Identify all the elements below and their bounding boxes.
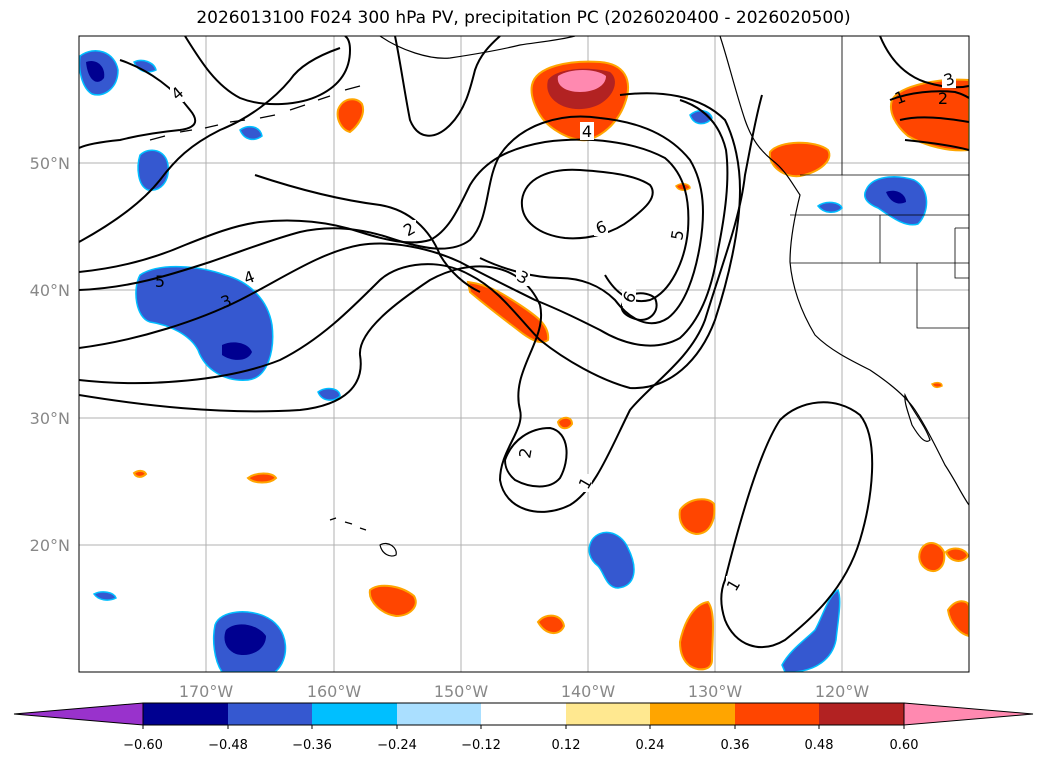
lon-label-150w: 150°W bbox=[434, 682, 489, 701]
colorbar-tick-label: 0.24 bbox=[636, 738, 665, 753]
pv-contour-2-inner bbox=[503, 426, 568, 488]
precip-positive-area bbox=[536, 614, 566, 634]
precip-positive-area bbox=[368, 584, 417, 618]
precip-positive-area bbox=[556, 416, 574, 430]
pv-contour-ne-1 bbox=[879, 36, 969, 89]
pv-contour-1-south bbox=[720, 401, 874, 649]
lat-label-30n: 30°N bbox=[30, 409, 70, 428]
precip-positive-max bbox=[557, 70, 606, 92]
precip-negative-area bbox=[239, 125, 263, 141]
colorbar-tick-label: 0.36 bbox=[721, 738, 750, 753]
colorbar: −0.60 −0.48 −0.36 −0.24 −0.12 0.12 0.24 … bbox=[13, 702, 1034, 753]
colorbar-extend-high bbox=[903, 702, 1034, 726]
colorbar-bin bbox=[143, 703, 228, 725]
precip-negative-area bbox=[816, 201, 843, 213]
colorbar-bin bbox=[735, 703, 819, 725]
map-border bbox=[78, 35, 970, 673]
colorbar-tick-label: −0.60 bbox=[123, 738, 163, 753]
precip-positive-area bbox=[132, 469, 148, 478]
colorbar-tick-label: −0.12 bbox=[461, 738, 501, 753]
longitude-labels: 170°W 160°W 150°W 140°W 130°W 120°W bbox=[179, 682, 870, 701]
colorbar-extend-low bbox=[13, 702, 144, 726]
colorbar-bin bbox=[228, 703, 312, 725]
pv-contour-ne-2 bbox=[889, 90, 969, 101]
pv-contours bbox=[79, 36, 969, 649]
lat-label-50n: 50°N bbox=[30, 154, 70, 173]
precip-positive-area bbox=[946, 600, 969, 638]
lon-label-160w: 160°W bbox=[307, 682, 362, 701]
precip-positive-area bbox=[246, 472, 278, 484]
precip-positive-area bbox=[890, 78, 969, 152]
hawaii-islands bbox=[329, 517, 397, 557]
precip-negative-core bbox=[886, 190, 906, 204]
baja-california bbox=[904, 392, 931, 442]
precip-negative-area bbox=[137, 149, 169, 191]
pv-contour-5 bbox=[79, 138, 690, 303]
precip-negative-area bbox=[781, 588, 841, 672]
colorbar-tick-label: 0.48 bbox=[805, 738, 834, 753]
colorbar-tick-label: −0.36 bbox=[292, 738, 332, 753]
precip-negative-core bbox=[224, 624, 266, 656]
pv-contour-4-nw bbox=[79, 59, 197, 149]
pv-contour-2 bbox=[79, 92, 742, 390]
precip-positive-area bbox=[930, 381, 943, 389]
latitude-labels: 50°N 40°N 30°N 20°N bbox=[30, 154, 70, 555]
precip-negative-area bbox=[588, 531, 635, 589]
precip-negative-area bbox=[317, 387, 341, 401]
colorbar-tick-label: 0.60 bbox=[890, 738, 919, 753]
contour-label-4: 4 bbox=[582, 122, 592, 141]
lat-label-20n: 20°N bbox=[30, 536, 70, 555]
precip-positive-area bbox=[944, 547, 969, 562]
lon-label-170w: 170°W bbox=[179, 682, 234, 701]
colorbar-tick-label: −0.24 bbox=[377, 738, 417, 753]
pv-contour-ne-3 bbox=[899, 116, 969, 123]
colorbar-tick-label: 0.12 bbox=[552, 738, 581, 753]
precip-positive-areas bbox=[132, 60, 969, 671]
map-title: 2026013100 F024 300 hPa PV, precipitatio… bbox=[196, 8, 851, 28]
precip-positive-area bbox=[336, 98, 364, 134]
contour-label-2: 2 bbox=[515, 446, 535, 459]
precip-negative-area bbox=[92, 591, 117, 601]
lon-label-130w: 130°W bbox=[688, 682, 743, 701]
pv-contour-1 bbox=[79, 94, 763, 513]
precip-negative-core bbox=[222, 342, 252, 360]
contour-labels: 4 2 4 6 5 3 6 5 4 3 2 1 1 1 2 3 bbox=[155, 69, 957, 595]
pv-contour-6 bbox=[520, 168, 654, 240]
pv-contour-4-west bbox=[79, 47, 341, 243]
alaska-coast bbox=[379, 36, 576, 59]
pv-contour-3 bbox=[79, 99, 729, 349]
precip-positive-area bbox=[678, 498, 716, 536]
contour-label-5: 5 bbox=[155, 272, 165, 291]
precip-negative-core bbox=[86, 60, 105, 82]
colorbar-bin bbox=[312, 703, 397, 725]
state-borders bbox=[790, 36, 969, 329]
lon-label-120w: 120°W bbox=[815, 682, 870, 701]
colorbar-bin bbox=[650, 703, 735, 725]
pv-contour-3-nw bbox=[184, 36, 352, 106]
pv-contour-west-band bbox=[254, 174, 481, 293]
colorbar-bin bbox=[819, 703, 904, 725]
colorbar-bin bbox=[481, 703, 566, 725]
lon-label-140w: 140°W bbox=[561, 682, 616, 701]
colorbar-bin bbox=[566, 703, 650, 725]
contour-label-5: 5 bbox=[667, 228, 687, 241]
precip-positive-area bbox=[678, 600, 714, 671]
colorbar-tick-label: −0.48 bbox=[208, 738, 248, 753]
pv-contour-2-north bbox=[394, 36, 501, 137]
precip-positive-area bbox=[918, 542, 946, 572]
precip-positive-area bbox=[675, 183, 691, 191]
colorbar-bin bbox=[397, 703, 481, 725]
precip-positive-area bbox=[768, 141, 831, 178]
pv-contour-6-lobe bbox=[620, 292, 658, 322]
contour-label-2: 2 bbox=[938, 89, 948, 108]
lat-label-40n: 40°N bbox=[30, 281, 70, 300]
precip-negative-areas bbox=[79, 50, 928, 672]
pv-contour-ne-4 bbox=[904, 139, 969, 151]
